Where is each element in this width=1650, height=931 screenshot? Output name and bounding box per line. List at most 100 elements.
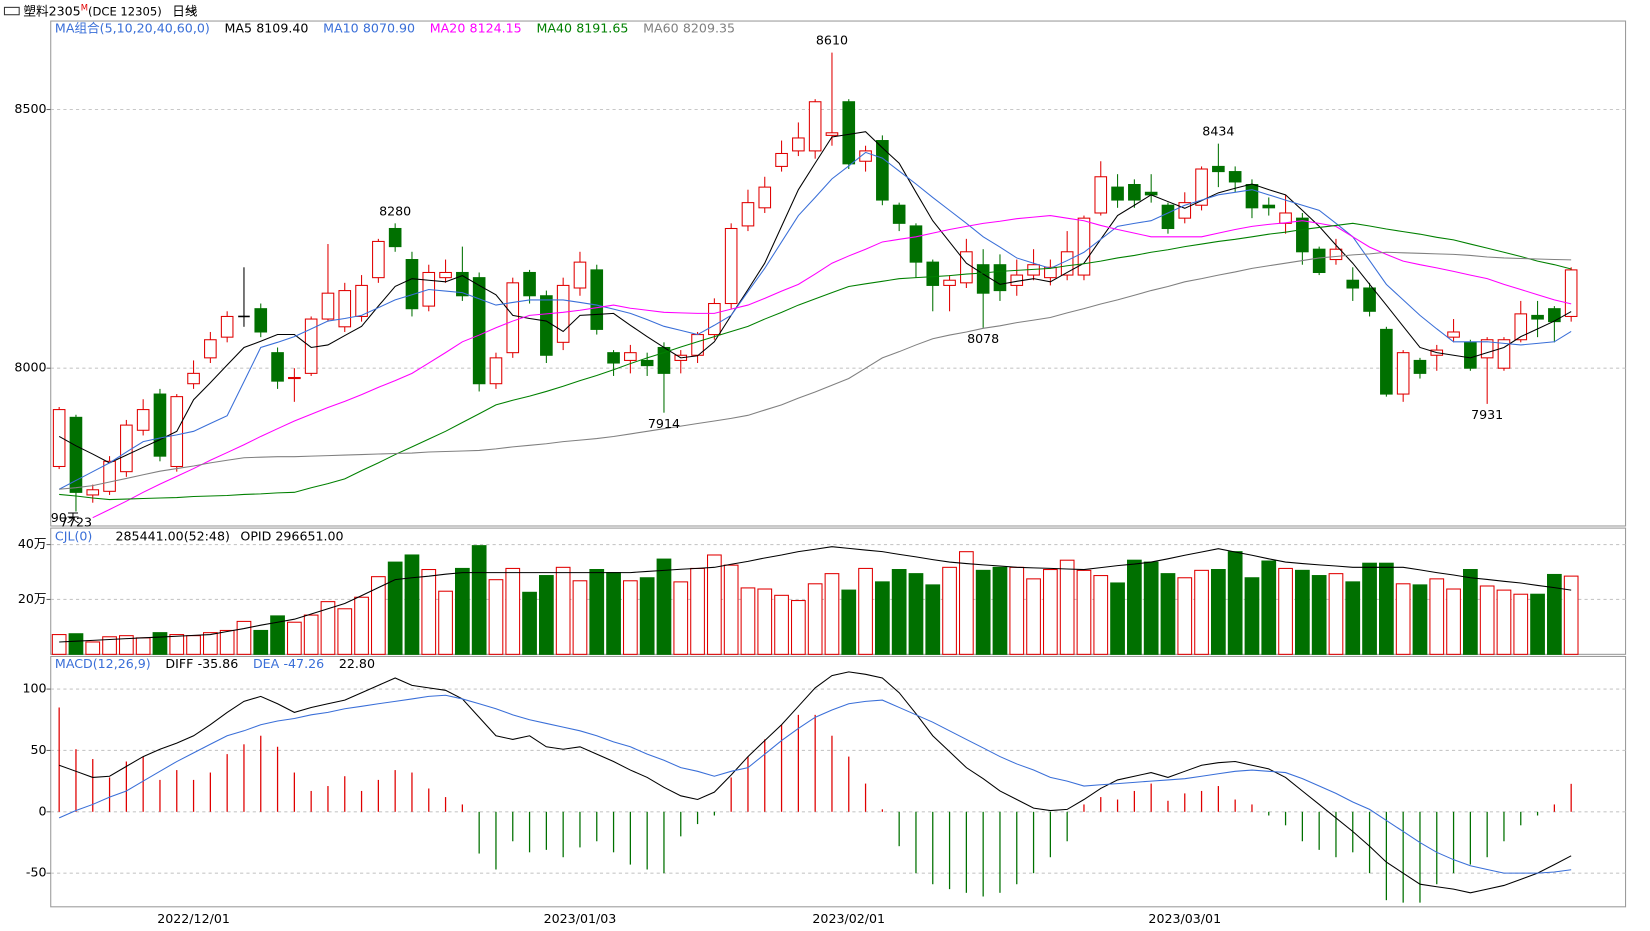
volume-bar [186,635,201,655]
candle-body [1548,308,1561,323]
volume-bar [354,596,369,655]
volume-bar [723,564,739,655]
candle-body [876,140,889,201]
volume-bar [673,581,689,655]
volume-bar [1547,573,1562,655]
candle-body [842,101,856,165]
candle-body [808,101,822,152]
high-label: 8434 [1202,124,1234,139]
volume-bar [438,590,453,655]
candle-body [355,284,368,317]
period-dropdown[interactable] [187,8,197,14]
volume-bar [891,569,907,655]
volume-bar [219,629,235,655]
exchange-code: (DCE 12305) [88,4,162,18]
candle-body [523,271,536,297]
volume-bar [538,575,554,655]
y-tick-label: 100 [22,681,46,696]
legend-value: 285441.00(52:48) [116,528,230,543]
legend-title: CJL(0) [55,528,92,543]
volume-bar [740,587,756,655]
candle-body [204,339,217,359]
high-label: 8280 [379,203,411,218]
volume-bar [253,629,269,655]
volume-bar [1412,584,1428,655]
candle-body [321,292,335,320]
volume-bar [555,566,571,655]
candle-body [1262,204,1276,209]
candle-body [120,424,133,473]
candle-body [103,460,116,492]
ma-line [59,222,1572,501]
legend-name: DIFF [165,655,193,670]
legend-value: 8209.35 [683,20,735,35]
candle-body [792,137,805,152]
volume-bar [1127,559,1142,655]
volume-bar [454,567,470,655]
volume-bar [606,572,621,655]
period-label: 90天 [51,510,80,525]
volume-bar [774,594,789,655]
candle-body [1077,217,1091,276]
candle-body [1480,339,1494,359]
volume-bar [1429,578,1445,655]
candle-body [1329,248,1343,261]
candle-body [1044,266,1057,279]
legend-value: 22.80 [339,655,375,670]
candle-body [640,359,654,367]
candle-body [1212,165,1225,173]
volume-bar [1093,575,1109,655]
volume-bar [908,573,924,655]
volume-bar [942,566,957,655]
candle-body [1195,168,1208,206]
legend-value: OPID 296651.00 [240,528,343,543]
legend-name: MA5 [225,20,253,35]
volume-bar [522,591,537,655]
legend-value: 8109.40 [256,20,308,35]
volume-bar [706,554,722,655]
volume-bar [959,551,974,655]
volume-bar [51,634,67,655]
symbol: 塑料2305 [23,3,80,18]
candle-body [540,295,553,356]
candle-body [1380,328,1393,395]
volume-bar [169,634,185,655]
volume-bar [1244,577,1260,655]
candle-body [69,416,83,493]
volume-bar [236,620,252,655]
candle-body [1564,269,1578,317]
window-icon[interactable] [3,6,20,16]
candle-body [1497,339,1511,369]
x-tick-label: 2023/02/01 [812,911,885,926]
volume-bar [1362,562,1377,655]
macd-line [58,671,1572,894]
candle-body [976,264,990,294]
volume-bar [135,637,151,655]
volume-bar [791,600,806,655]
y-tick-label: 20万 [18,591,47,606]
candle-body [573,261,587,289]
legend-title: MACD(12,26,9) [55,655,151,670]
volume-bar [1076,569,1092,655]
volume-bar [639,577,655,655]
volume-bar [1311,575,1327,655]
candle-body [1178,202,1192,219]
volume-bar [488,579,504,655]
candle-body [338,290,352,328]
volume-bar [1009,566,1025,655]
volume-bar [1043,569,1058,655]
legend-name: MA60 [643,20,679,35]
x-tick-label: 2022/12/01 [157,911,230,926]
candle-body [136,409,150,431]
panel-frame [50,20,1627,527]
candle-body [271,352,284,382]
volume-bar [421,569,437,655]
volume-bar [1261,560,1277,655]
y-tick-label: 50 [30,742,46,757]
candle-body [1447,331,1460,338]
volume-bar [1110,582,1125,655]
legend-name: MA20 [430,20,466,35]
candle-body [489,357,503,385]
candle-body [1396,352,1410,395]
